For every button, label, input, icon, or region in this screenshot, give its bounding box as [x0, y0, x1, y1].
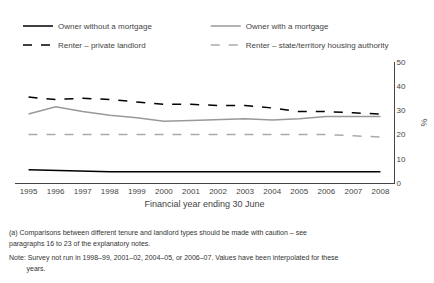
svg-text:1999: 1999 [128, 187, 146, 196]
svg-text:40: 40 [397, 82, 406, 91]
svg-text:Note: Survey not run in 1998–9: Note: Survey not run in 1998–99, 2001–02… [9, 254, 339, 262]
svg-text:paragraphs 16 to 23 of the exp: paragraphs 16 to 23 of the explanatory n… [9, 240, 150, 248]
svg-text:years.: years. [9, 265, 46, 273]
svg-text:2008: 2008 [372, 187, 390, 196]
svg-text:Owner without a mortgage: Owner without a mortgage [58, 22, 152, 31]
svg-text:Owner with a mortgage: Owner with a mortgage [246, 22, 329, 31]
svg-text:20: 20 [397, 130, 406, 139]
svg-text:2005: 2005 [290, 187, 308, 196]
svg-text:%: % [419, 118, 429, 126]
svg-text:Renter – state/territory housi: Renter – state/territory housing authori… [246, 41, 389, 50]
svg-text:2007: 2007 [344, 187, 362, 196]
svg-text:1997: 1997 [74, 187, 92, 196]
svg-text:30: 30 [397, 106, 406, 115]
svg-text:2003: 2003 [236, 187, 254, 196]
svg-text:2004: 2004 [263, 187, 281, 196]
svg-text:1995: 1995 [20, 187, 38, 196]
svg-text:1996: 1996 [47, 187, 65, 196]
svg-text:2002: 2002 [209, 187, 227, 196]
svg-text:0: 0 [397, 179, 402, 188]
svg-text:Renter – private landlord: Renter – private landlord [58, 41, 146, 50]
svg-text:Financial year ending 30 June: Financial year ending 30 June [144, 199, 264, 209]
svg-text:1998: 1998 [101, 187, 119, 196]
svg-text:2001: 2001 [182, 187, 200, 196]
svg-text:2006: 2006 [317, 187, 335, 196]
svg-text:(a) Comparisons between differ: (a) Comparisons between different tenure… [9, 229, 307, 237]
svg-text:2000: 2000 [155, 187, 173, 196]
svg-text:50: 50 [397, 58, 406, 67]
svg-text:10: 10 [397, 155, 406, 164]
